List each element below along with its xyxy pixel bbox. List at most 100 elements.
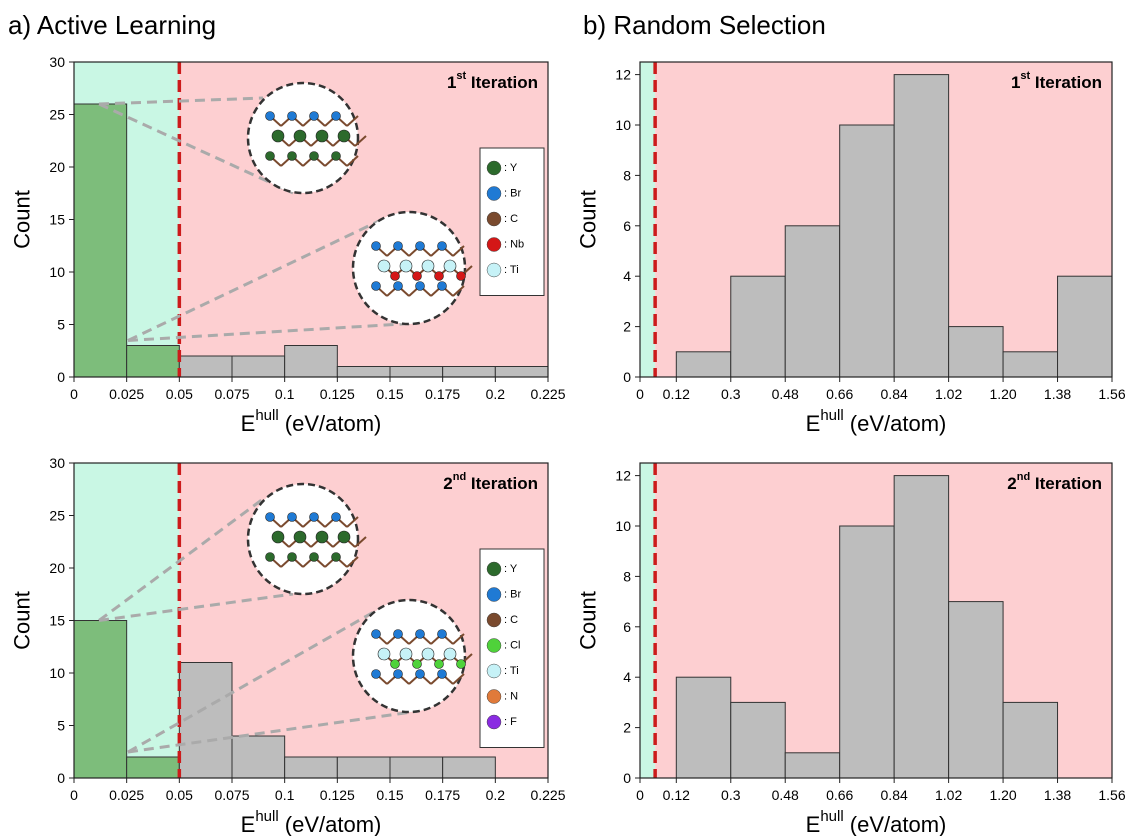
bar (1003, 702, 1057, 778)
atom (378, 648, 390, 660)
x-label-sup: hull (255, 407, 278, 424)
atom (372, 282, 381, 291)
bar (495, 367, 548, 378)
legend-label: : Br (504, 589, 521, 601)
legend-swatch (487, 613, 501, 627)
atom (338, 531, 350, 543)
bar (785, 226, 839, 377)
atom (332, 112, 341, 121)
atom (391, 660, 400, 669)
y-tick-label: 5 (57, 718, 65, 734)
x-label-unit: (eV/atom) (844, 411, 947, 436)
atom (294, 531, 306, 543)
x-tick-label: 0.12 (663, 787, 690, 803)
x-tick-label: 0.3 (721, 386, 741, 402)
stable-region (640, 62, 655, 377)
legend-label: : Br (504, 188, 521, 200)
atom (332, 553, 341, 562)
atom (294, 130, 306, 142)
x-tick-label: 1.02 (935, 386, 962, 402)
title-text: Iteration (466, 73, 538, 92)
x-tick-label: 0.05 (166, 386, 193, 402)
chart: 00.120.30.480.660.841.021.201.381.560246… (576, 62, 1126, 436)
y-axis-label: Count (576, 190, 601, 249)
atom (288, 513, 297, 522)
atom (288, 152, 297, 161)
title-suffix: st (1020, 70, 1030, 82)
bar (285, 757, 338, 778)
title-number: 1 (1011, 73, 1020, 92)
bar (443, 367, 496, 378)
atom (416, 282, 425, 291)
bar (894, 75, 948, 377)
atom (288, 553, 297, 562)
title-text: Iteration (1030, 73, 1102, 92)
x-tick-label: 0.15 (376, 787, 403, 803)
y-axis-label: Count (576, 591, 601, 650)
bar (179, 663, 232, 779)
atom (316, 130, 328, 142)
x-tick-label: 1.38 (1044, 386, 1071, 402)
atom (438, 242, 447, 251)
atom (310, 112, 319, 121)
bar (232, 356, 285, 377)
x-tick-label: 0.125 (320, 386, 355, 402)
x-tick-label: 0.225 (530, 386, 565, 402)
bar (232, 736, 285, 778)
legend-label: : N (504, 691, 518, 703)
legend-swatch (487, 715, 501, 729)
x-axis-label: Ehull (eV/atom) (241, 407, 382, 436)
x-tick-label: 0 (636, 787, 644, 803)
y-tick-label: 6 (623, 619, 631, 635)
atom (316, 531, 328, 543)
legend-swatch (487, 639, 501, 653)
y-tick-label: 0 (623, 770, 631, 786)
legend-swatch (487, 212, 501, 226)
title-suffix: nd (1017, 471, 1030, 483)
bar (285, 346, 338, 378)
x-tick-label: 0.075 (214, 787, 249, 803)
y-tick-label: 25 (49, 107, 65, 123)
x-tick-label: 0.1 (275, 787, 295, 803)
y-tick-label: 15 (49, 212, 65, 228)
x-tick-label: 0.48 (772, 386, 799, 402)
legend-swatch (487, 187, 501, 201)
atom (416, 670, 425, 679)
bar (337, 367, 390, 378)
legend-swatch (487, 238, 501, 252)
bar (443, 757, 496, 778)
bar (1058, 276, 1112, 377)
x-tick-label: 0.05 (166, 787, 193, 803)
legend-swatch (487, 664, 501, 678)
atom (378, 260, 390, 272)
atom (266, 112, 275, 121)
x-tick-label: 0.3 (721, 787, 741, 803)
bar (949, 602, 1003, 778)
x-axis-label: Ehull (eV/atom) (806, 808, 947, 836)
bar (785, 753, 839, 778)
x-tick-label: 0.075 (214, 386, 249, 402)
x-label-sup: hull (820, 407, 843, 424)
x-tick-label: 0 (70, 787, 78, 803)
atom (310, 152, 319, 161)
x-axis-label: Ehull (eV/atom) (806, 407, 947, 436)
legend-swatch (487, 690, 501, 704)
atom (438, 282, 447, 291)
bar (390, 367, 443, 378)
x-tick-label: 0.025 (109, 386, 144, 402)
y-tick-label: 12 (615, 468, 631, 484)
y-tick-label: 0 (57, 369, 65, 385)
legend-swatch (487, 263, 501, 277)
atom (422, 648, 434, 660)
title-text: Iteration (466, 474, 538, 493)
x-label-sup: hull (820, 808, 843, 825)
bar (840, 125, 894, 377)
x-tick-label: 0.2 (486, 787, 506, 803)
stable-region (640, 463, 655, 778)
y-tick-label: 2 (623, 720, 631, 736)
atom (416, 242, 425, 251)
atom (391, 272, 400, 281)
